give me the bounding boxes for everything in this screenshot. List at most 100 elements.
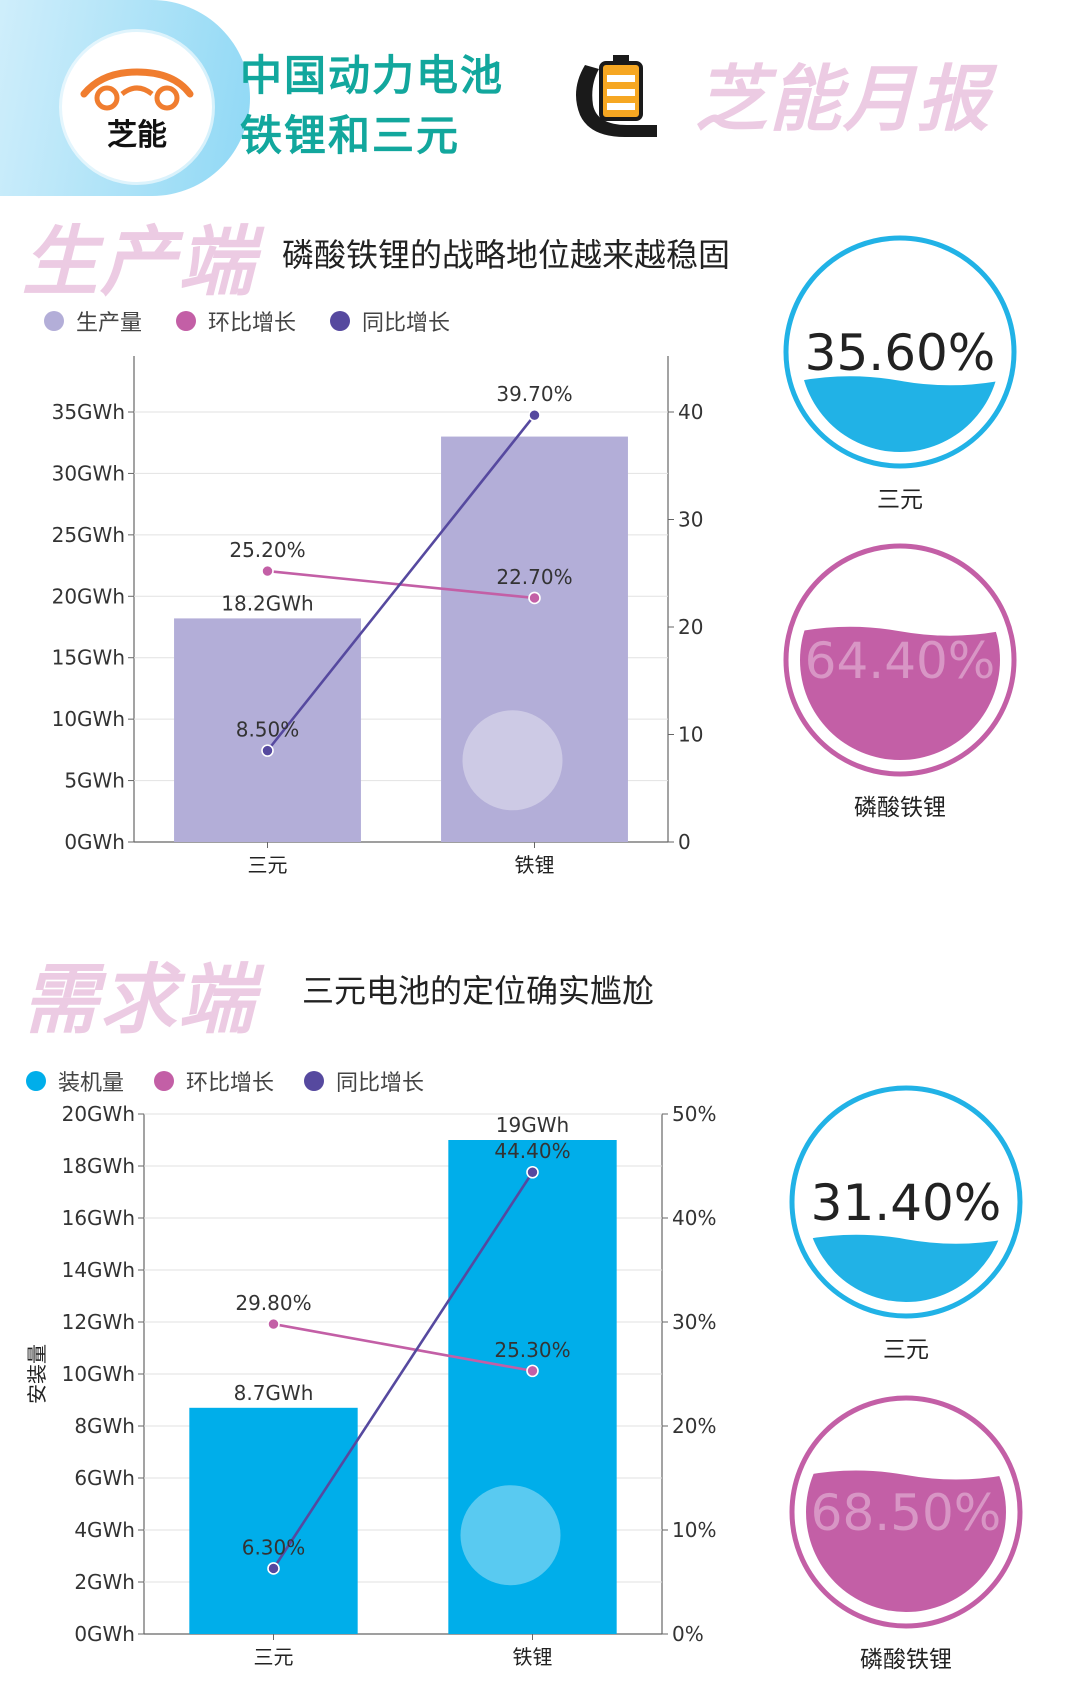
legend-label: 装机量 [58, 1071, 125, 1096]
x-tick-label: 铁锂 [515, 853, 555, 877]
bar-value-label: 8.7GWh [234, 1381, 314, 1405]
x-tick-label: 三元 [248, 853, 288, 877]
bar [441, 436, 628, 842]
bar-value-label: 19GWh [496, 1113, 569, 1137]
title-line-1: 中国动力电池 [240, 51, 505, 100]
legend-label: 同比增长 [362, 311, 451, 336]
car-logo-icon [80, 68, 194, 111]
line-value-label: 6.30% [242, 1535, 306, 1559]
y-tick-label: 0GWh [64, 830, 125, 854]
y-tick-label: 10GWh [62, 1362, 135, 1386]
series-point [526, 1364, 539, 1378]
y2-tick-label: 0 [678, 830, 691, 854]
ternary-production-share-gauge: 35.60% [783, 235, 1017, 469]
y-tick-label: 35GWh [52, 400, 125, 424]
y-axis-title: 安装量 [25, 1344, 49, 1404]
gauge-fill-group [806, 1470, 1006, 1612]
brand-title: 芝能月报 [695, 57, 992, 141]
legend-item: 同比增长 [330, 305, 450, 337]
series-line [266, 414, 536, 752]
y2-tick-label: 50% [672, 1102, 716, 1126]
y-tick-label: 25GWh [52, 523, 125, 547]
legend-marker [304, 1071, 325, 1091]
y2-tick-label: 30 [678, 508, 703, 532]
y-tick-label: 30GWh [52, 461, 125, 485]
y-tick-label: 6GWh [74, 1466, 135, 1490]
y2-tick-label: 20% [672, 1414, 716, 1438]
legend-item: 生产量 [44, 305, 142, 337]
logo-text: 芝能 [107, 118, 167, 153]
legend-marker [176, 311, 197, 331]
y-tick-label: 14GWh [62, 1258, 135, 1282]
series-point [267, 1317, 280, 1331]
production-legend: 生产量 环比增长 同比增长 [44, 305, 450, 337]
production-heading: 生产端 [22, 217, 256, 306]
series-point [261, 564, 274, 578]
bar-value-label: 18.2GWh [221, 591, 313, 615]
demand-subtitle: 三元电池的定位确实尴尬 [302, 972, 655, 1010]
y-tick-label: 10GWh [52, 707, 125, 731]
gauge-liquid [806, 1234, 1006, 1302]
y-tick-label: 20GWh [62, 1102, 135, 1126]
gauge-liquid [800, 376, 1000, 452]
gauge-caption: 三元 [883, 1337, 929, 1363]
gauge-value: 64.40% [805, 632, 996, 690]
watermark-logo [462, 710, 563, 811]
y2-tick-label: 10 [678, 723, 703, 747]
series-point [528, 591, 541, 605]
demand-heading: 需求端 [22, 955, 256, 1044]
y-tick-label: 0GWh [74, 1622, 135, 1646]
brand-logo: 芝能 [62, 32, 212, 182]
gauge-liquid [800, 626, 1000, 760]
bar [174, 618, 361, 842]
series-line [273, 1322, 533, 1373]
legend-marker [154, 1071, 175, 1091]
y2-tick-label: 40% [672, 1206, 716, 1230]
gauge-caption: 磷酸铁锂 [860, 1647, 952, 1673]
gauge-fill-group [806, 1234, 1006, 1302]
battery-wrench-icon [576, 55, 657, 137]
y-tick-label: 2GWh [74, 1570, 135, 1594]
demand-chart: 0GWh 2GWh 4GWh 6GWh 8GWh 10GWh 12GWh 14GWh 16GWh… [25, 1102, 716, 1669]
y2-tick-label: 10% [672, 1518, 716, 1542]
demand-legend: 装机量 环比增长 同比增长 [26, 1065, 424, 1097]
gauge-value: 31.40% [811, 1174, 1002, 1232]
watermark-logo [460, 1485, 561, 1586]
line-value-label: 25.30% [494, 1338, 570, 1362]
line-value-label: 25.20% [229, 538, 305, 562]
y2-tick-label: 20 [678, 615, 703, 639]
y-tick-label: 20GWh [52, 584, 125, 608]
x-tick-label: 三元 [254, 1645, 294, 1669]
legend-marker [330, 311, 351, 331]
y-tick-label: 16GWh [62, 1206, 135, 1230]
legend-label: 同比增长 [336, 1071, 425, 1096]
production-subtitle: 磷酸铁锂的战略地位越来越稳固 [282, 236, 731, 274]
series-point [261, 744, 274, 757]
bar [189, 1407, 358, 1634]
ternary-installation-share-gauge: 31.40% [789, 1085, 1023, 1319]
series-point [526, 1165, 539, 1179]
legend-item: 环比增长 [154, 1065, 274, 1097]
line-value-label: 22.70% [496, 565, 572, 589]
gauge-caption: 磷酸铁锂 [854, 795, 946, 821]
y2-tick-label: 30% [672, 1310, 716, 1334]
legend-marker [26, 1071, 46, 1091]
y-tick-label: 12GWh [62, 1310, 135, 1334]
line-value-label: 8.50% [236, 718, 300, 742]
gauge-fill-group [800, 376, 1000, 452]
legend-item: 装机量 [26, 1065, 124, 1097]
line-value-label: 29.80% [235, 1291, 311, 1315]
legend-label: 生产量 [76, 311, 143, 336]
bar [448, 1140, 617, 1634]
y2-tick-label: 0% [672, 1622, 704, 1646]
gauge-value: 35.60% [805, 324, 996, 382]
legend-label: 环比增长 [208, 311, 297, 336]
series-point [528, 408, 541, 422]
legend-marker [44, 311, 64, 331]
lfp-production-share-gauge: 64.40% [783, 543, 1017, 777]
y-tick-label: 8GWh [74, 1414, 135, 1438]
y-tick-label: 15GWh [52, 646, 125, 670]
series-line [272, 1171, 534, 1570]
legend-label: 环比增长 [186, 1071, 275, 1096]
lfp-installation-share-gauge: 68.50% [789, 1395, 1023, 1629]
